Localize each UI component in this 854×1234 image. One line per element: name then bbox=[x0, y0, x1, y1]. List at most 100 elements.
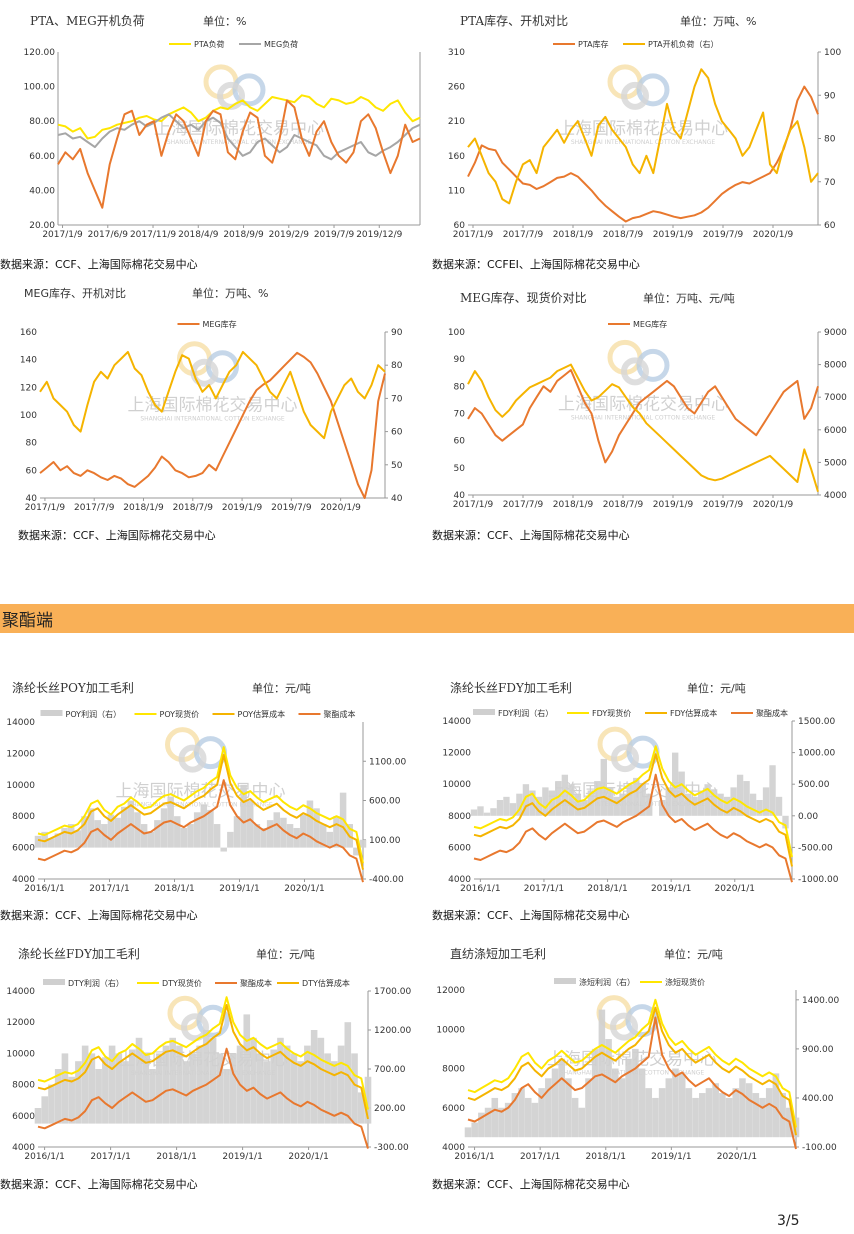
profit-bar bbox=[749, 793, 757, 816]
chart-unit: 单位：万吨、% bbox=[192, 287, 269, 300]
profit-bar bbox=[256, 1053, 264, 1124]
profit-bar bbox=[75, 1061, 82, 1124]
series-line bbox=[467, 68, 819, 205]
series-line bbox=[37, 1004, 369, 1120]
watermark-logo-moon bbox=[232, 73, 266, 107]
profit-bar bbox=[725, 1097, 733, 1138]
y2-tick-label: 90 bbox=[824, 91, 836, 101]
y2-tick-label: 60 bbox=[824, 221, 836, 231]
profit-bar bbox=[41, 831, 48, 848]
x-tick-label: 2018/1/1 bbox=[587, 884, 627, 894]
profit-bar bbox=[108, 1045, 116, 1124]
chart-source: 数据来源：CCF、上海国际棉花交易中心 bbox=[0, 1178, 198, 1191]
x-tick-label: 2020/1/1 bbox=[717, 1152, 757, 1162]
chart-title: PTA、MEG开机负荷 bbox=[30, 14, 145, 28]
profit-bar bbox=[574, 793, 582, 816]
profit-bar bbox=[659, 800, 666, 816]
x-tick-label: 2017/1/9 bbox=[453, 230, 494, 240]
watermark-subtext: SHANGHAI INTERNATIONAL COTTON EXCHANGE bbox=[571, 139, 716, 146]
profit-bar bbox=[54, 833, 62, 848]
profit-bar bbox=[243, 1014, 251, 1124]
y2-tick-label: 7000 bbox=[824, 393, 847, 403]
profit-bar bbox=[317, 1037, 325, 1124]
chart-unit: 单位：元/吨 bbox=[687, 682, 746, 695]
profit-bar bbox=[620, 793, 627, 816]
y-tick-label: 10000 bbox=[436, 1025, 465, 1035]
profit-bar bbox=[223, 1069, 230, 1124]
profit-bar bbox=[697, 790, 705, 816]
y-tick-label: 70 bbox=[454, 410, 466, 420]
profit-bar bbox=[531, 1102, 539, 1138]
profit-bar bbox=[743, 781, 750, 816]
chart-legend: FDY利润（右） FDY现货价 FDY估算成本 聚酯成本 bbox=[473, 708, 788, 718]
profit-bar bbox=[359, 839, 367, 848]
x-tick-label: 2018/7/9 bbox=[603, 230, 644, 240]
y-tick-label: 40.00 bbox=[29, 186, 55, 196]
profit-bar bbox=[273, 812, 281, 848]
y2-tick-label: 4000 bbox=[824, 491, 847, 501]
x-tick-label: 2019/1/9 bbox=[653, 230, 694, 240]
profit-bar bbox=[759, 1097, 766, 1138]
profit-bar bbox=[196, 1045, 203, 1124]
y2-tick-label: 8000 bbox=[824, 361, 847, 371]
y2-tick-label: 1100.00 bbox=[369, 757, 406, 767]
x-tick-label: 2018/1/1 bbox=[154, 884, 194, 894]
profit-bar bbox=[692, 1097, 699, 1138]
profit-bar bbox=[736, 774, 744, 816]
x-tick-label: 2019/1/1 bbox=[222, 1152, 262, 1162]
series-line bbox=[37, 754, 364, 870]
section-header-bar bbox=[0, 604, 854, 633]
profit-bar bbox=[772, 1073, 780, 1138]
chart-unit: 单位：万吨、% bbox=[680, 15, 757, 28]
profit-bar bbox=[277, 1037, 284, 1124]
chart-title: MEG库存、开机对比 bbox=[24, 287, 126, 300]
x-tick-label: 2019/2/9 bbox=[269, 230, 310, 240]
legend-label: 涤短现货价 bbox=[665, 977, 705, 987]
y-tick-label: 100 bbox=[448, 328, 465, 338]
profit-bar bbox=[558, 1058, 565, 1138]
y-tick-label: 80 bbox=[26, 439, 38, 449]
profit-bar bbox=[54, 1069, 62, 1124]
y-tick-label: 40 bbox=[26, 494, 38, 504]
chart-title: PTA库存、开机对比 bbox=[460, 14, 569, 28]
legend-swatch bbox=[554, 978, 576, 984]
legend-label: MEG负荷 bbox=[264, 39, 298, 49]
y-tick-label: 4000 bbox=[442, 1143, 465, 1153]
profit-bar bbox=[115, 1053, 123, 1124]
x-tick-label: 2019/1/9 bbox=[222, 503, 263, 513]
y-tick-label: 12000 bbox=[6, 1018, 35, 1028]
profit-bar bbox=[246, 800, 254, 848]
chart-source: 数据来源：CCF、上海国际棉花交易中心 bbox=[432, 529, 630, 542]
profit-bar bbox=[176, 1045, 183, 1124]
profit-bar bbox=[782, 815, 789, 829]
chart-title: 涤纶长丝FDY加工毛利 bbox=[18, 947, 140, 961]
chart-unit: 单位：元/吨 bbox=[256, 948, 315, 961]
profit-bar bbox=[351, 1053, 358, 1124]
profit-bar bbox=[464, 1127, 472, 1138]
profit-bar bbox=[337, 1045, 345, 1124]
y-tick-label: 8000 bbox=[12, 1081, 35, 1091]
profit-bar bbox=[511, 1093, 519, 1138]
watermark-logo-cotton bbox=[178, 744, 207, 773]
y-tick-label: 90 bbox=[454, 355, 466, 365]
chart-source: 数据来源：CCF、上海国际棉花交易中心 bbox=[432, 909, 630, 922]
y2-tick-label: 900.00 bbox=[802, 1045, 834, 1055]
watermark-logo-moon bbox=[196, 1004, 230, 1038]
profit-bar bbox=[568, 784, 575, 816]
profit-bar bbox=[203, 1030, 210, 1124]
y-tick-label: 6000 bbox=[12, 844, 35, 854]
series-line bbox=[467, 85, 819, 223]
profit-bar bbox=[233, 816, 241, 848]
legend-swatch bbox=[43, 979, 65, 985]
profit-bar bbox=[618, 1078, 626, 1138]
watermark-logo-moon bbox=[206, 350, 239, 384]
y-tick-label: 12000 bbox=[442, 749, 471, 759]
y-tick-label: 8000 bbox=[442, 1065, 465, 1075]
profit-bar bbox=[61, 1053, 69, 1124]
y2-tick-label: 80 bbox=[824, 135, 836, 145]
profit-bar bbox=[775, 796, 783, 816]
x-tick-label: 2017/7/9 bbox=[74, 503, 115, 513]
chart-title: 涤纶长丝POY加工毛利 bbox=[12, 681, 134, 695]
